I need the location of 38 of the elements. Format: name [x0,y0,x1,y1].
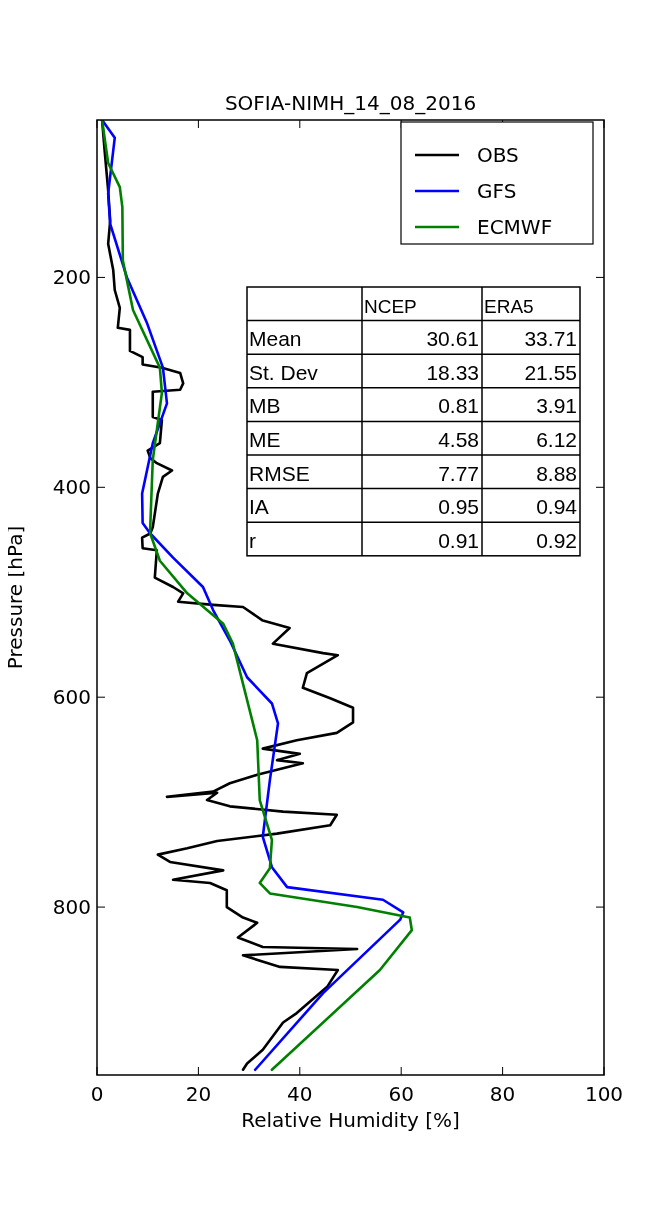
x-tick-label: 40 [287,1082,313,1106]
annotation: 4.58 [438,428,479,451]
annotation: IA [249,495,269,519]
annotation: 30.61 [426,327,479,351]
x-tick-label: 100 [584,1082,624,1106]
annotation: ME [249,428,281,451]
annotation: 18.33 [426,360,479,384]
annotation: 0.94 [536,495,578,519]
legend-label: OBS [477,143,519,167]
annotation: 33.71 [524,327,577,351]
x-tick-label: 0 [90,1082,104,1106]
annotation: NCEP [364,295,417,317]
annotation: 3.91 [536,394,577,418]
legend-label: GFS [477,179,517,203]
annotation: 21.55 [524,360,577,384]
annotation: 0.81 [438,394,479,418]
x-tick-label: 20 [185,1082,212,1106]
annotation: Mean [249,327,302,351]
x-tick-label: 60 [388,1082,414,1106]
x-axis-title: Relative Humidity [%] [241,1108,460,1132]
annotation: 6.12 [536,428,577,451]
annotation: 7.77 [438,461,479,485]
annotation: St. Dev [249,360,319,384]
annotation: 0.95 [438,495,479,519]
annotation: RMSE [249,461,310,485]
legend-label: ECMWF [477,215,553,239]
y-tick-label: 600 [52,685,91,710]
annotation: ERA5 [484,295,534,317]
annotation: MB [249,394,281,418]
annotation: r [249,528,256,552]
chart-title: SOFIA-NIMH_14_08_2016 [224,91,477,115]
x-tick-label: 80 [489,1082,516,1106]
annotation: 0.91 [438,528,479,552]
y-tick-label: 200 [52,265,91,290]
y-tick-label: 800 [52,895,91,920]
y-tick-label: 400 [52,475,91,500]
annotation: 0.92 [536,528,577,552]
annotation: 8.88 [536,461,577,485]
